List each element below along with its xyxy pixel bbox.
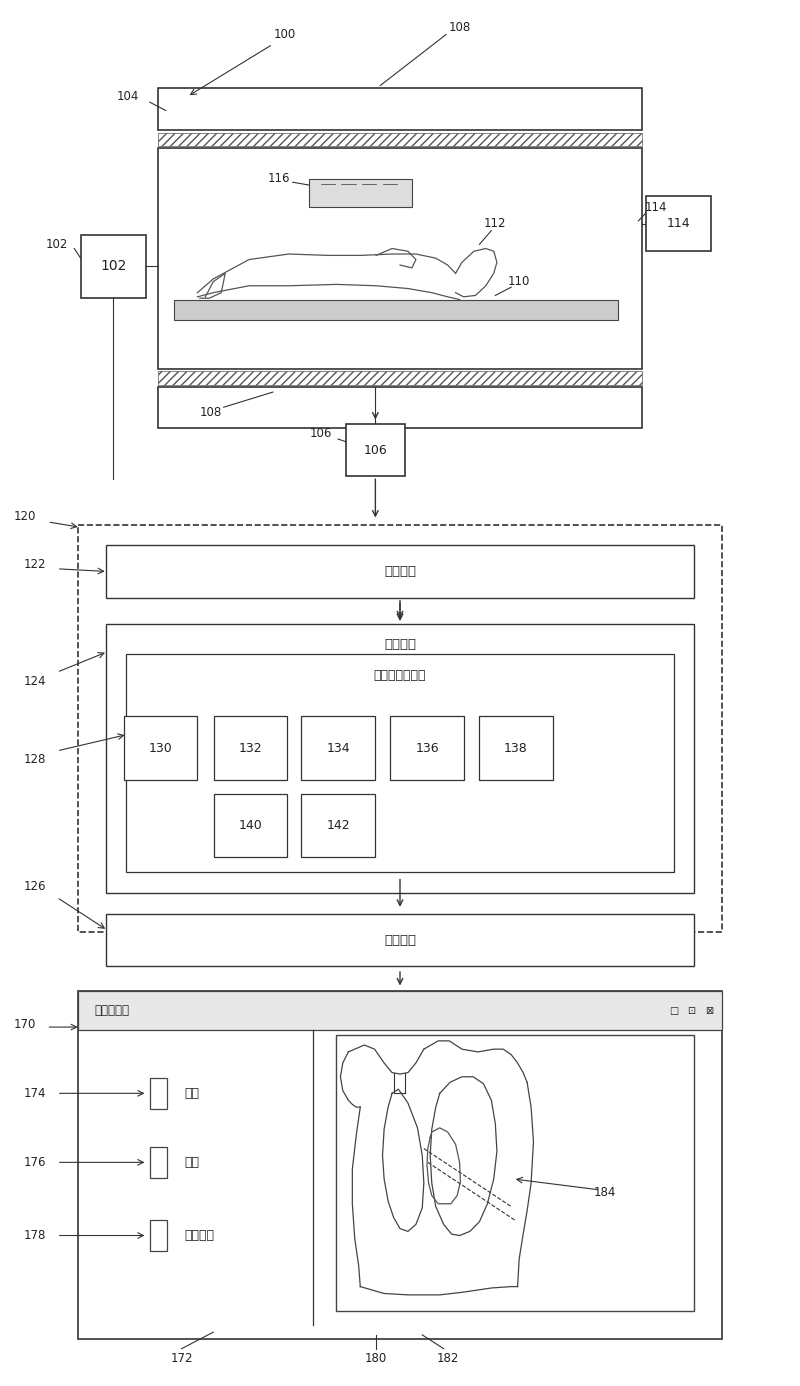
Bar — [78, 991, 722, 1339]
Text: 126: 126 — [24, 880, 46, 893]
Text: 184: 184 — [594, 1186, 616, 1199]
Text: 106: 106 — [310, 427, 333, 439]
Text: 180: 180 — [365, 1351, 387, 1365]
Text: 114: 114 — [667, 218, 690, 230]
Text: 174: 174 — [24, 1087, 46, 1100]
Text: ⊠: ⊠ — [705, 1005, 713, 1016]
Bar — [337, 1035, 694, 1311]
Bar — [123, 717, 197, 780]
Text: 138: 138 — [504, 742, 528, 755]
Bar — [646, 195, 711, 251]
Text: 170: 170 — [14, 1017, 36, 1031]
Text: 104: 104 — [117, 90, 139, 103]
Text: □: □ — [670, 1005, 678, 1016]
Bar — [302, 717, 374, 780]
Bar — [158, 133, 642, 147]
Bar — [346, 424, 405, 477]
Text: 124: 124 — [24, 675, 46, 689]
Bar — [78, 524, 722, 931]
Text: 108: 108 — [449, 21, 470, 35]
Text: 提出的扫描: 提出的扫描 — [94, 1003, 129, 1017]
Bar — [214, 794, 287, 858]
Text: 120: 120 — [14, 510, 36, 523]
Text: 102: 102 — [100, 259, 126, 273]
Bar — [81, 234, 146, 298]
Text: 重做: 重做 — [184, 1156, 199, 1168]
Bar — [126, 654, 674, 872]
Text: 用户界面: 用户界面 — [384, 934, 416, 947]
Text: 130: 130 — [148, 742, 172, 755]
Text: 116: 116 — [268, 172, 290, 184]
Text: 122: 122 — [24, 559, 46, 571]
Bar — [214, 717, 287, 780]
Bar — [158, 371, 642, 385]
Text: ⊡: ⊡ — [687, 1005, 696, 1016]
Text: 112: 112 — [484, 218, 506, 230]
Bar — [309, 179, 412, 207]
Bar — [78, 991, 722, 1030]
Text: 110: 110 — [508, 276, 530, 288]
Bar — [174, 299, 618, 320]
Bar — [150, 1220, 167, 1250]
Text: 182: 182 — [437, 1351, 459, 1365]
Text: 108: 108 — [200, 406, 222, 420]
Text: 硬件接口: 硬件接口 — [384, 565, 416, 578]
Text: 178: 178 — [24, 1229, 46, 1242]
Text: 102: 102 — [46, 238, 68, 251]
Text: 接受: 接受 — [184, 1087, 199, 1100]
Bar — [106, 545, 694, 597]
Text: 134: 134 — [326, 742, 350, 755]
Bar — [158, 148, 642, 369]
Bar — [302, 794, 374, 858]
Bar — [106, 624, 694, 893]
Text: 微处理器: 微处理器 — [384, 638, 416, 651]
Text: 176: 176 — [24, 1156, 46, 1168]
Text: 132: 132 — [239, 742, 262, 755]
Text: 114: 114 — [645, 201, 667, 213]
Bar — [150, 1148, 167, 1178]
Text: 106: 106 — [363, 444, 387, 456]
Bar — [390, 717, 463, 780]
Text: 100: 100 — [274, 28, 296, 42]
Bar — [158, 89, 642, 130]
Text: 计算机程序产品: 计算机程序产品 — [374, 668, 426, 682]
Text: 128: 128 — [24, 753, 46, 765]
Bar — [106, 913, 694, 966]
Text: 136: 136 — [415, 742, 439, 755]
Bar — [479, 717, 553, 780]
Text: 172: 172 — [170, 1351, 193, 1365]
Text: 140: 140 — [238, 819, 262, 832]
Bar — [150, 1078, 167, 1109]
Bar — [158, 387, 642, 428]
Text: 142: 142 — [326, 819, 350, 832]
Text: 手动调整: 手动调整 — [184, 1229, 214, 1242]
